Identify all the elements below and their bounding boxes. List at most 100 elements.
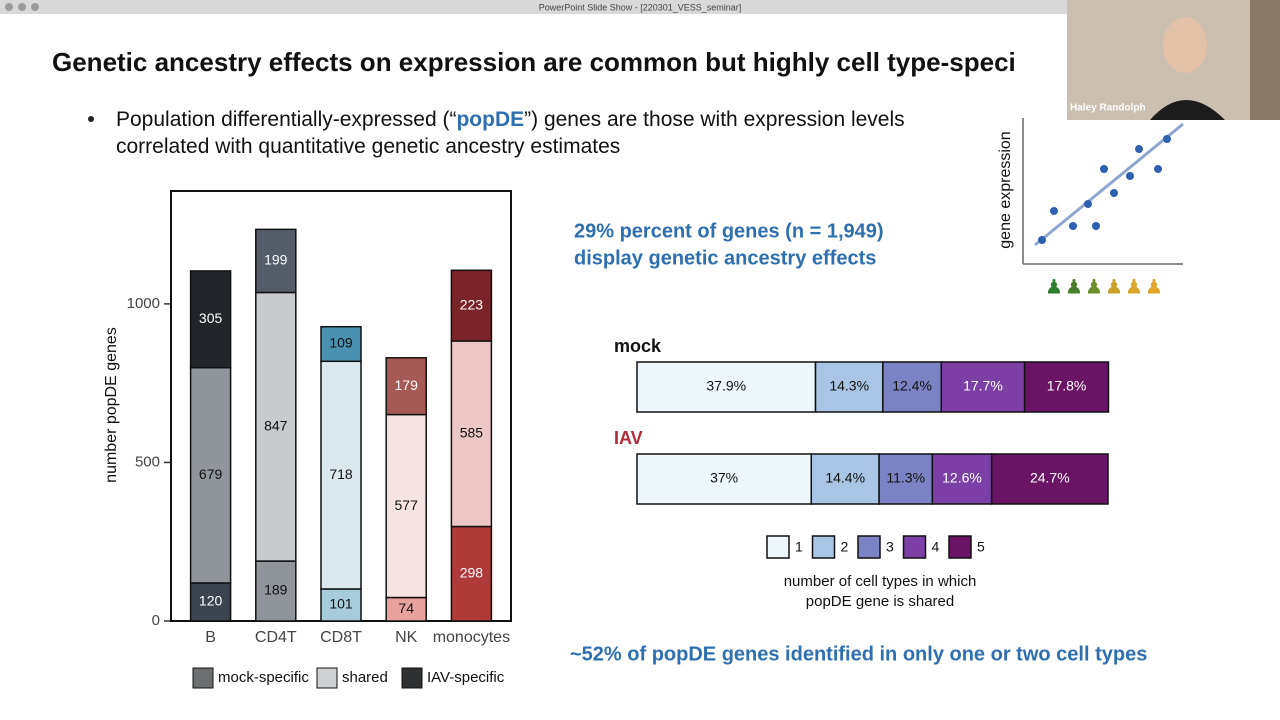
data-label: 14.3% <box>829 378 869 394</box>
data-label: 120 <box>199 593 223 609</box>
data-label: 12.4% <box>892 378 932 394</box>
bullet-text: Population differentially-expressed (“ <box>116 108 457 131</box>
legend-label: shared <box>342 669 388 686</box>
slide-title: Genetic ancestry effects on expression a… <box>52 47 1016 77</box>
bar-segment <box>878 453 934 505</box>
bar-segment <box>990 453 1109 505</box>
video-background <box>1250 0 1280 120</box>
legend-label: mock-specific <box>218 669 309 686</box>
data-label: 17.7% <box>963 378 1003 394</box>
legend-label: 2 <box>841 539 849 555</box>
bullet-text: ”) genes are those with expression level… <box>116 108 905 158</box>
data-label: 74 <box>398 600 414 616</box>
callout: 29% percent of genes (n = 1,949) <box>574 220 884 242</box>
bar-segment <box>189 366 232 584</box>
title-bar <box>0 0 1280 14</box>
data-label: 109 <box>329 335 353 351</box>
window-title: PowerPoint Slide Show - [220301_VESS_sem… <box>539 2 742 12</box>
x-tick-label: CD8T <box>320 629 362 646</box>
bar-segment <box>255 228 297 294</box>
bar-segment <box>255 560 297 622</box>
legend-swatch <box>316 667 338 689</box>
data-label: 11.3% <box>886 470 925 486</box>
window-button[interactable] <box>31 3 39 11</box>
category-label: mock <box>614 336 662 356</box>
data-label: 189 <box>264 582 288 598</box>
bar-segment <box>882 361 943 413</box>
callout: display genetic ancestry effects <box>574 247 876 269</box>
y-tick-label: 0 <box>152 612 160 629</box>
svg-text:♟: ♟ <box>1045 276 1063 298</box>
bullet-highlight: popDE <box>456 108 525 131</box>
bar-segment <box>931 453 993 505</box>
data-label: 847 <box>264 417 288 433</box>
bar-segment <box>450 340 493 528</box>
bar-segment <box>189 270 232 369</box>
y-tick-label: 1000 <box>127 295 160 312</box>
y-axis-label: number popDE genes <box>103 327 120 483</box>
bar-segment <box>940 361 1026 413</box>
legend-swatch <box>902 535 927 559</box>
legend-label: 4 <box>932 539 940 555</box>
data-label: 718 <box>329 466 353 482</box>
data-label: 12.6% <box>942 470 982 486</box>
x-tick-label: B <box>205 629 216 646</box>
category-label: IAV <box>614 428 643 448</box>
x-tick-label: NK <box>395 629 418 646</box>
svg-text:♟: ♟ <box>1105 276 1123 298</box>
legend-swatch <box>811 535 836 559</box>
video-person <box>1163 17 1207 73</box>
legend-swatch <box>401 667 423 689</box>
data-label: 24.7% <box>1030 470 1070 486</box>
data-label: 179 <box>395 377 419 393</box>
bar-segment <box>385 413 427 599</box>
legend-label: 1 <box>795 539 803 555</box>
legend-label: 5 <box>977 539 985 555</box>
y-tick-label: 500 <box>135 453 160 470</box>
bar-segment <box>189 582 232 622</box>
video-name: Haley Randolph <box>1070 103 1146 114</box>
legend-label: IAV-specific <box>427 669 505 686</box>
legend-swatch <box>766 535 790 559</box>
bar-segment <box>450 269 493 342</box>
bar-segment <box>385 357 427 416</box>
legend-title: popDE gene is shared <box>806 593 954 610</box>
data-label: 37.9% <box>706 378 746 394</box>
data-label: 101 <box>329 596 353 612</box>
bullet-dot <box>88 116 94 122</box>
window-button[interactable] <box>5 3 13 11</box>
data-label: 223 <box>460 296 484 312</box>
data-label: 577 <box>395 497 419 513</box>
x-tick-label: CD4T <box>255 629 297 646</box>
svg-text:♟: ♟ <box>1125 276 1143 298</box>
data-label: 14.4% <box>825 470 865 486</box>
data-label: 679 <box>199 466 223 482</box>
svg-text:♟: ♟ <box>1065 276 1083 298</box>
inset-schematic: ♟ ♟ ♟ ♟ ♟ ♟ <box>1022 118 1184 298</box>
bar-segment <box>320 325 362 363</box>
bar-segment <box>636 453 813 505</box>
video-person <box>1150 100 1225 120</box>
data-label: 37% <box>710 470 738 486</box>
bullet-text: Population differentially-expressed (“po… <box>116 106 916 160</box>
data-label: 298 <box>460 564 484 580</box>
legend-label: 3 <box>886 539 894 555</box>
legend-swatch <box>857 535 881 559</box>
data-label: 585 <box>460 424 484 440</box>
svg-text:♟: ♟ <box>1085 276 1103 298</box>
bar-segment <box>1023 361 1110 413</box>
inset-y-label: gene expression <box>997 131 1014 248</box>
footer-note: ~52% of popDE genes identified in only o… <box>570 643 1147 665</box>
bar-segment <box>810 453 880 505</box>
svg-text:♟: ♟ <box>1145 276 1163 298</box>
bar-segment <box>255 291 297 562</box>
legend-swatch <box>192 667 214 689</box>
legend-swatch <box>948 535 972 559</box>
legend-title: number of cell types in which <box>784 573 977 590</box>
window-button[interactable] <box>18 3 26 11</box>
x-tick-label: monocytes <box>433 629 510 646</box>
data-label: 17.8% <box>1047 378 1087 394</box>
data-label: 199 <box>264 252 288 268</box>
